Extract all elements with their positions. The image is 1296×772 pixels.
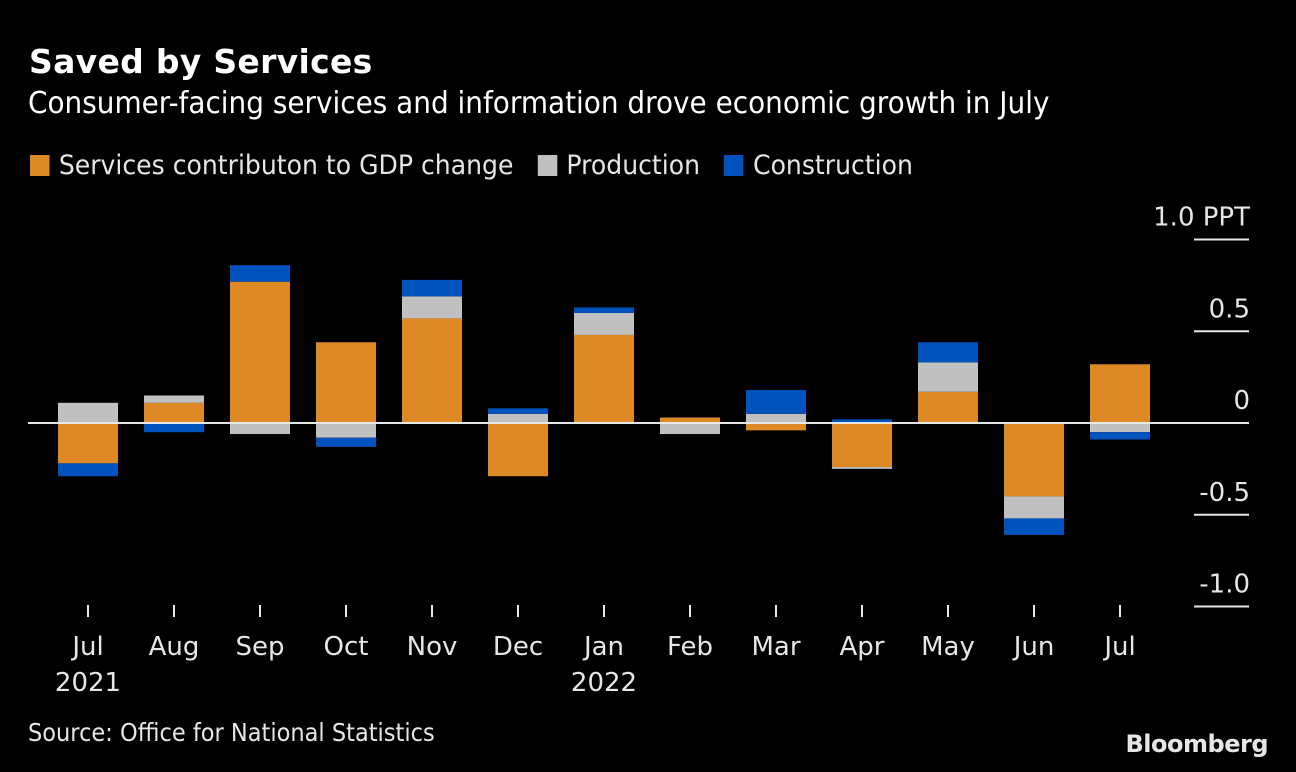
y-tick-label: 0 [1233,386,1250,416]
x-tick-label: Oct [324,632,369,662]
x-year-label: 2022 [571,668,637,698]
bar-services-1 [144,402,204,423]
x-tick-label: May [921,632,975,662]
bar-production-0 [58,402,118,423]
bar-production-6 [574,312,634,335]
x-axis: Jul 2021 Aug Sep Oct Nov Dec Jan 2022 Feb Mar Apr Ma… [55,605,1136,698]
bar-production-10 [918,362,978,392]
bar-production-8 [746,413,806,423]
bar-services-10 [918,391,978,423]
legend-item-production: Production [537,150,701,181]
bar-production-11 [1004,496,1064,519]
x-tick-label: Dec [493,632,543,662]
x-tick-label: Jan [582,632,624,662]
chart-title: Saved by Services [29,42,373,81]
bar-construction-11 [1004,518,1064,535]
x-tick-label: Mar [751,632,800,662]
bar-services-8 [746,423,806,431]
bar-construction-4 [402,279,462,297]
bar-services-4 [402,318,462,423]
y-axis: 1.0 PPT 0.5 0 -0.5 -1.0 [28,203,1250,608]
y-tick-label: -1.0 [1199,570,1250,600]
bloomberg-logo: Bloomberg [1125,730,1269,758]
bar-construction-8 [746,389,806,414]
x-tick-label: Jul [70,632,103,662]
bar-construction-6 [574,307,634,313]
bar-services-11 [1004,423,1064,497]
source-note: Source: Office for National Statistics [28,718,435,747]
bar-production-7 [660,423,720,435]
bar-production-1 [144,395,204,403]
legend-item-construction: Construction [724,150,913,181]
bar-construction-3 [316,437,376,447]
bar-construction-9 [832,419,892,423]
bar-services-0 [58,423,118,464]
bar-production-4 [402,296,462,319]
bar-construction-1 [144,423,204,433]
bar-services-12 [1090,364,1150,423]
bar-production-2 [230,423,290,435]
legend: Services contributon to GDP change Produ… [30,150,937,181]
bar-services-5 [488,423,548,477]
bar-production-5 [488,413,548,423]
x-tick-label: Apr [840,632,885,662]
legend-item-services: Services contributon to GDP change [30,150,513,181]
bar-construction-2 [230,265,290,282]
bar-construction-12 [1090,432,1150,440]
x-tick-label: Aug [149,632,200,662]
legend-swatch-services [30,155,50,176]
bar-services-9 [832,423,892,468]
x-tick-label: Nov [407,632,458,662]
legend-label-construction: Construction [753,150,913,181]
bar-construction-5 [488,408,548,414]
bar-services-3 [316,342,376,423]
bar-production-12 [1090,423,1150,433]
y-tick-label: 0.5 [1209,294,1250,324]
x-year-label: 2021 [55,668,121,698]
y-tick-label: 1.0 PPT [1153,203,1250,233]
x-tick-label: Sep [235,632,284,662]
legend-label-services: Services contributon to GDP change [58,150,514,181]
bar-services-6 [574,334,634,423]
x-tick-label: Jun [1012,632,1055,662]
y-tick-label: -0.5 [1199,478,1250,508]
chart-subtitle: Consumer-facing services and information… [28,86,1050,121]
bar-services-7 [660,417,720,423]
bars-group [58,265,1150,535]
x-tick-label: Jul [1102,632,1135,662]
legend-swatch-production [537,155,558,176]
legend-label-production: Production [566,150,701,181]
x-tick-label: Feb [667,632,713,662]
bar-construction-10 [918,342,978,363]
bar-production-3 [316,423,376,438]
bar-production-9 [832,467,892,469]
legend-swatch-construction [724,155,744,176]
bar-services-2 [230,281,290,423]
bar-construction-0 [58,463,118,477]
